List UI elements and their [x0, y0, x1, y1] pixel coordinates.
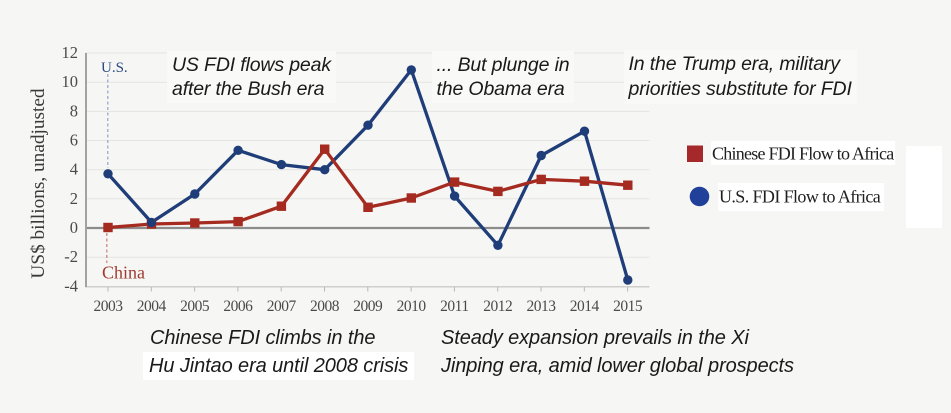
svg-text:2011: 2011: [440, 298, 468, 315]
svg-text:12: 12: [62, 43, 79, 62]
svg-text:2009: 2009: [353, 298, 383, 315]
svg-text:China: China: [102, 262, 145, 282]
svg-text:2014: 2014: [570, 298, 600, 315]
svg-text:U.S.: U.S.: [101, 60, 128, 76]
svg-text:6: 6: [70, 131, 78, 150]
svg-text:2006: 2006: [223, 298, 253, 315]
svg-text:2010: 2010: [397, 298, 427, 315]
svg-text:2015: 2015: [613, 298, 643, 315]
svg-text:2005: 2005: [180, 298, 210, 315]
svg-text:2: 2: [70, 189, 78, 208]
svg-text:2007: 2007: [267, 298, 297, 315]
svg-text:0: 0: [70, 218, 78, 237]
svg-text:2003: 2003: [94, 298, 124, 315]
svg-text:U.S. FDI Flow to Africa: U.S. FDI Flow to Africa: [719, 186, 881, 206]
svg-text:2013: 2013: [527, 298, 557, 315]
svg-text:4: 4: [70, 160, 78, 179]
svg-text:8: 8: [70, 101, 78, 120]
svg-text:Chinese FDI Flow to Africa: Chinese FDI Flow to Africa: [712, 143, 894, 163]
svg-text:2012: 2012: [483, 298, 512, 315]
svg-text:US$ billions, unadjusted: US$ billions, unadjusted: [28, 88, 49, 278]
svg-text:-4: -4: [64, 276, 78, 295]
svg-text:2004: 2004: [137, 298, 167, 315]
svg-text:-2: -2: [64, 247, 78, 266]
svg-text:2008: 2008: [310, 298, 340, 315]
svg-text:10: 10: [62, 72, 79, 91]
